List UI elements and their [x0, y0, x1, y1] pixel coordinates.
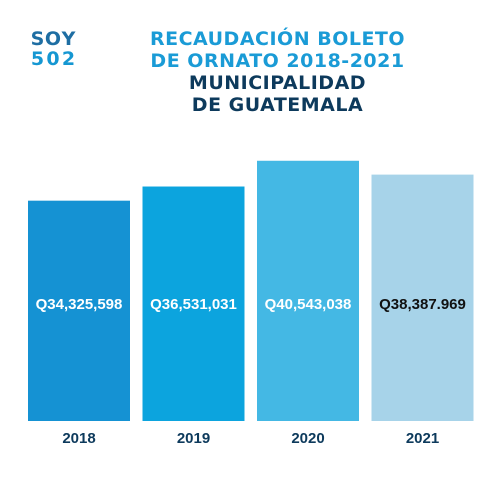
x-tick-label: 2020 — [291, 430, 324, 447]
bar-2020 — [257, 160, 359, 421]
x-tick-label: 2021 — [406, 430, 439, 447]
bar-value-label: Q40,543,038 — [265, 296, 352, 313]
bar-2018 — [28, 200, 130, 421]
chart-title-block: RECAUDACIÓN BOLETO DE ORNATO 2018-2021 M… — [95, 28, 460, 116]
x-tick-label: 2019 — [177, 430, 210, 447]
logo-char: S — [30, 28, 45, 50]
chart-subtitle-line-1: MUNICIPALIDAD — [188, 72, 367, 94]
chart-title-line-1: RECAUDACIÓN BOLETO — [149, 28, 406, 50]
logo-char: 5 — [30, 48, 45, 70]
bar-value-label: Q36,531,031 — [150, 296, 237, 313]
chart-subtitle-line-2: DE GUATEMALA — [191, 94, 364, 116]
bar-value-label: Q34,325,598 — [36, 296, 123, 313]
chart-title-line-2: DE ORNATO 2018-2021 — [150, 50, 405, 72]
logo-char: Y — [61, 28, 76, 50]
logo-char: 0 — [46, 48, 60, 70]
logo-char: 2 — [61, 48, 76, 70]
bar-value-label: Q38,387.969 — [379, 296, 466, 313]
soy502-logo: S O Y 5 0 2 — [30, 29, 76, 69]
bar-2021 — [371, 174, 474, 421]
logo-char: O — [44, 28, 62, 50]
x-tick-label: 2018 — [62, 430, 95, 447]
bar-2019 — [142, 186, 245, 421]
